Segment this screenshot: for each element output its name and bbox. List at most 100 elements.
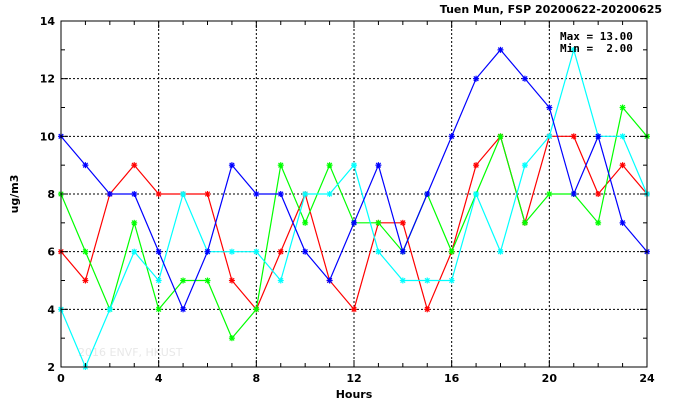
data-point bbox=[546, 133, 553, 140]
x-tick-label: 24 bbox=[639, 372, 655, 385]
data-point bbox=[619, 104, 626, 111]
data-point bbox=[131, 219, 138, 226]
data-point bbox=[106, 306, 113, 313]
data-point bbox=[424, 277, 431, 284]
series-4 bbox=[58, 46, 650, 313]
data-point bbox=[521, 75, 528, 82]
data-point bbox=[375, 162, 382, 169]
y-tick-label: 10 bbox=[40, 130, 56, 143]
data-point bbox=[399, 248, 406, 255]
x-tick-label: 0 bbox=[57, 372, 65, 385]
data-point bbox=[351, 162, 357, 169]
data-point bbox=[546, 104, 553, 111]
data-point bbox=[546, 191, 553, 197]
data-point bbox=[180, 277, 187, 284]
data-point bbox=[106, 191, 113, 197]
data-point bbox=[131, 191, 138, 197]
max-annotation: Max = 13.00 bbox=[560, 30, 633, 43]
y-tick-label: 6 bbox=[47, 246, 55, 259]
y-tick-label: 12 bbox=[40, 73, 55, 86]
data-point bbox=[351, 219, 357, 226]
data-point bbox=[131, 162, 138, 169]
data-point bbox=[570, 191, 577, 197]
data-point bbox=[180, 306, 187, 313]
data-point bbox=[82, 162, 89, 169]
data-point bbox=[302, 248, 309, 255]
data-point bbox=[82, 248, 89, 255]
x-tick-label: 20 bbox=[542, 372, 558, 385]
data-point bbox=[326, 191, 333, 197]
data-point bbox=[302, 191, 309, 197]
data-point bbox=[424, 306, 431, 313]
x-tick-label: 16 bbox=[444, 372, 460, 385]
data-point bbox=[424, 191, 431, 197]
data-point bbox=[399, 219, 406, 226]
data-point bbox=[204, 277, 211, 284]
data-point bbox=[351, 306, 357, 313]
x-axis-label: Hours bbox=[336, 388, 373, 401]
data-point bbox=[619, 219, 626, 226]
data-point bbox=[570, 133, 577, 140]
data-point bbox=[228, 277, 235, 284]
data-point bbox=[497, 248, 504, 255]
data-point bbox=[326, 162, 333, 169]
data-point bbox=[204, 191, 211, 197]
x-tick-label: 8 bbox=[253, 372, 261, 385]
data-point bbox=[228, 162, 235, 169]
data-point bbox=[155, 191, 162, 197]
watermark: 2016 ENVF, HKUST bbox=[78, 346, 183, 359]
data-point bbox=[228, 335, 235, 342]
data-point bbox=[375, 219, 382, 226]
data-point bbox=[253, 306, 260, 313]
data-point bbox=[253, 248, 260, 255]
data-point bbox=[375, 248, 382, 255]
chart-title: Tuen Mun, FSP 20200622-20200625 bbox=[440, 3, 662, 16]
data-point bbox=[155, 277, 162, 284]
ticks bbox=[60, 20, 648, 368]
y-tick-labels: 2 4 6 8 10 12 14 bbox=[40, 15, 56, 374]
data-point bbox=[448, 277, 455, 284]
data-point bbox=[399, 277, 406, 284]
data-point bbox=[82, 277, 89, 284]
data-point bbox=[448, 248, 455, 255]
data-point bbox=[277, 162, 284, 169]
data-point bbox=[180, 191, 187, 197]
data-point bbox=[277, 277, 284, 284]
y-axis-label: ug/m3 bbox=[8, 175, 21, 214]
data-point bbox=[155, 248, 162, 255]
x-tick-labels: 0 4 8 12 16 20 24 bbox=[57, 372, 655, 385]
data-point bbox=[570, 46, 577, 53]
data-point bbox=[473, 191, 480, 197]
data-point bbox=[473, 75, 480, 82]
x-tick-label: 12 bbox=[346, 372, 361, 385]
data-point bbox=[228, 248, 235, 255]
data-point bbox=[521, 162, 528, 169]
data-point bbox=[448, 133, 455, 140]
data-point bbox=[131, 248, 138, 255]
data-point bbox=[619, 133, 626, 140]
y-tick-label: 4 bbox=[47, 303, 55, 316]
y-tick-label: 14 bbox=[40, 15, 56, 28]
data-point bbox=[521, 219, 528, 226]
data-point bbox=[253, 191, 260, 197]
y-tick-label: 8 bbox=[47, 188, 55, 201]
data-point bbox=[155, 306, 162, 313]
y-tick-label: 2 bbox=[47, 361, 55, 374]
data-point bbox=[277, 191, 284, 197]
data-point bbox=[497, 133, 504, 140]
data-point bbox=[595, 219, 602, 226]
series-3 bbox=[58, 46, 650, 370]
min-annotation: Min = 2.00 bbox=[560, 42, 633, 55]
series-group bbox=[58, 46, 650, 370]
data-point bbox=[619, 162, 626, 169]
data-point bbox=[473, 162, 480, 169]
data-point bbox=[277, 248, 284, 255]
x-tick-label: 4 bbox=[155, 372, 163, 385]
data-point bbox=[497, 46, 504, 53]
data-point bbox=[326, 277, 333, 284]
data-point bbox=[204, 248, 211, 255]
data-point bbox=[302, 219, 309, 226]
data-point bbox=[595, 133, 602, 140]
data-point bbox=[595, 191, 602, 197]
